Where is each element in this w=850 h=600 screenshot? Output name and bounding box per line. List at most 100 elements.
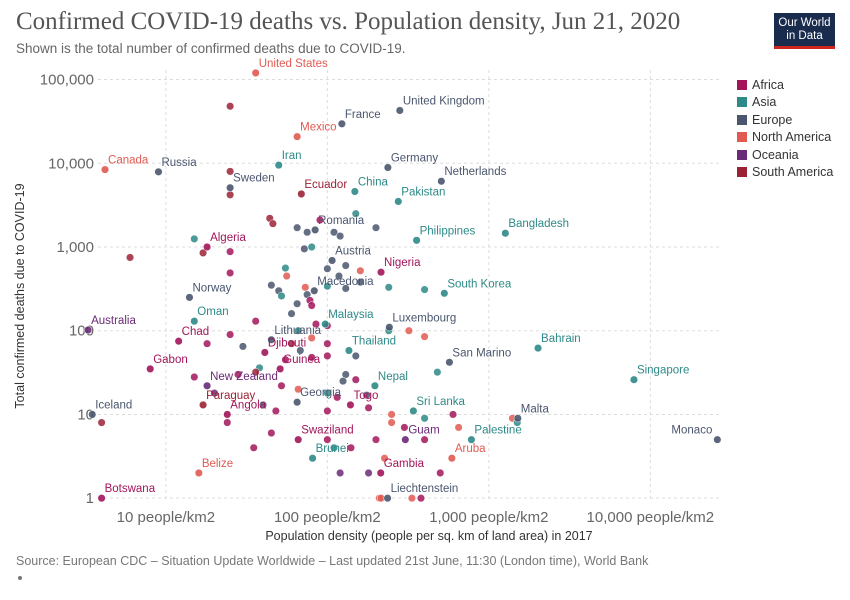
y-axis-label: Total confirmed deaths due to COVID-19 <box>13 183 27 408</box>
legend-item[interactable]: South America <box>737 164 833 182</box>
data-point <box>351 351 360 360</box>
legend-item[interactable]: Africa <box>737 76 833 94</box>
data-point <box>203 381 212 390</box>
point-label: Togo <box>353 390 378 402</box>
data-point <box>371 435 381 444</box>
data-point <box>293 299 302 308</box>
data-point <box>346 400 355 409</box>
point-label: Palestine <box>474 425 521 437</box>
data-point <box>401 435 410 444</box>
data-point <box>387 418 396 427</box>
data-point <box>277 381 286 390</box>
data-point <box>267 281 276 290</box>
data-point <box>308 454 317 463</box>
legend-item[interactable]: Asia <box>737 94 833 112</box>
point-label: Malta <box>521 403 550 415</box>
point-label: Luxembourg <box>392 312 456 324</box>
data-point <box>199 248 208 257</box>
data-point <box>277 291 286 301</box>
data-point <box>380 454 389 463</box>
data-point <box>249 443 258 452</box>
data-point <box>350 187 359 196</box>
point-label: Monaco <box>671 425 712 437</box>
point-label: Russia <box>161 157 197 169</box>
point-label: Guam <box>408 425 439 437</box>
data-point <box>276 364 285 373</box>
data-point <box>210 389 219 398</box>
data-point <box>384 283 393 292</box>
legend-swatch <box>737 79 747 90</box>
data-point <box>356 266 365 275</box>
point-label: Aruba <box>455 443 486 455</box>
data-point <box>271 406 280 416</box>
point-label: Sweden <box>233 173 275 185</box>
data-point <box>501 229 510 238</box>
data-point <box>407 494 416 503</box>
data-point <box>190 372 199 382</box>
data-point <box>447 454 456 463</box>
data-point <box>226 102 235 111</box>
data-point <box>328 256 337 265</box>
data-point <box>226 330 235 339</box>
data-point <box>294 435 303 444</box>
point-label: Liechtenstein <box>391 483 459 495</box>
y-tick-label: 10,000 <box>48 155 94 172</box>
data-point <box>303 228 312 237</box>
data-point <box>513 414 522 423</box>
data-point <box>226 190 235 199</box>
legend-swatch <box>737 97 747 108</box>
data-point <box>404 326 413 335</box>
point-label: France <box>345 109 381 121</box>
data-point <box>185 293 194 302</box>
data-point <box>194 468 203 478</box>
point-label: New Zealand <box>210 371 278 383</box>
data-point <box>88 410 97 419</box>
data-point <box>433 368 442 377</box>
data-point <box>437 177 446 186</box>
data-point <box>251 368 260 377</box>
data-point <box>337 119 346 128</box>
data-point <box>234 370 243 379</box>
point-label: Pakistan <box>401 186 445 198</box>
legend-item[interactable]: Oceania <box>737 146 833 164</box>
data-point <box>387 410 396 419</box>
data-point <box>412 236 421 245</box>
data-point <box>356 278 365 287</box>
point-label: Djibouti <box>268 337 306 349</box>
data-point <box>329 228 339 237</box>
data-point <box>629 375 638 384</box>
data-point <box>420 332 429 341</box>
x-axis-label: Population density (people per sq. km of… <box>265 529 592 543</box>
data-point <box>534 344 543 353</box>
legend-item[interactable]: Europe <box>737 111 833 129</box>
owid-logo[interactable]: Our World in Data <box>774 13 835 49</box>
data-point <box>346 443 356 452</box>
data-point <box>125 253 135 262</box>
data-point <box>323 264 332 273</box>
data-point <box>297 189 306 199</box>
point-label: Norway <box>192 282 231 294</box>
data-point <box>251 317 260 326</box>
data-point <box>226 268 235 277</box>
data-point <box>323 389 332 398</box>
data-point <box>713 435 722 444</box>
point-label: Malaysia <box>328 309 374 321</box>
point-label: San Marino <box>452 347 511 359</box>
data-point <box>282 271 291 281</box>
point-label: Austria <box>335 245 371 257</box>
point-label: Gabon <box>153 354 188 366</box>
data-point <box>385 323 394 332</box>
data-point <box>97 494 106 503</box>
data-point <box>268 219 277 228</box>
data-point <box>310 286 319 295</box>
data-point <box>376 268 386 277</box>
point-label: Germany <box>391 153 439 165</box>
legend-swatch <box>737 167 747 178</box>
data-point <box>293 223 302 232</box>
data-point <box>334 271 344 281</box>
data-point <box>97 418 106 427</box>
data-point <box>223 418 232 427</box>
legend-item[interactable]: North America <box>737 129 833 147</box>
source-note: Source: European CDC – Situation Update … <box>16 554 649 568</box>
